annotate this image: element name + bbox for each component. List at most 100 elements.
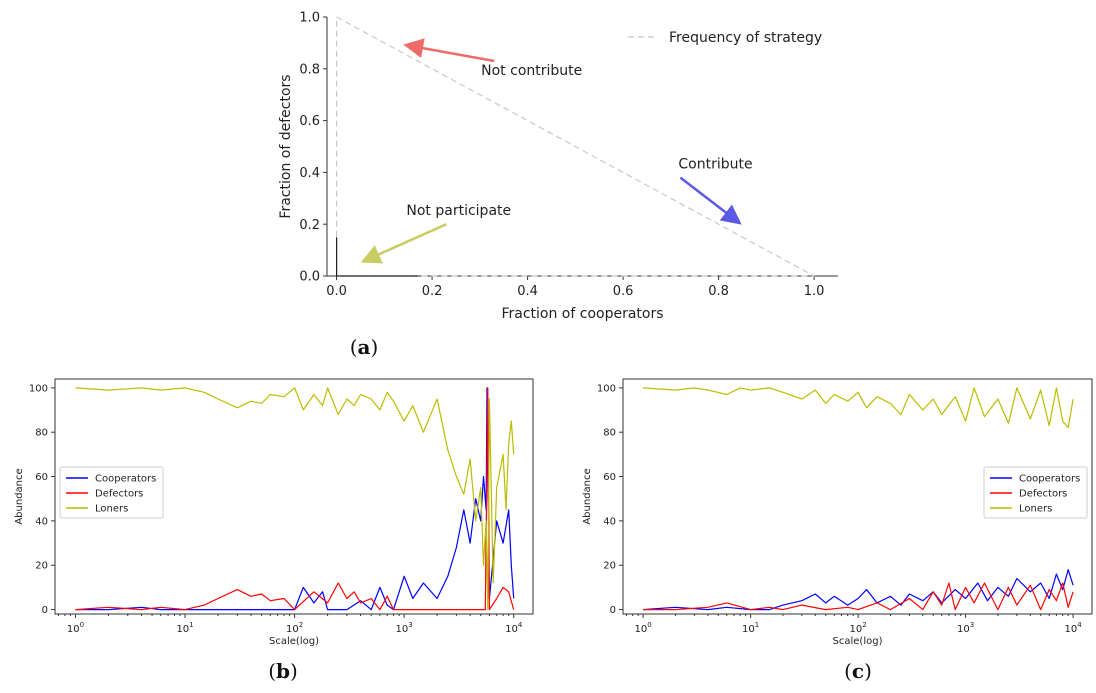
y-tick-label: 20 — [603, 561, 616, 572]
legend: Cooperators Defectors Loners — [59, 466, 164, 519]
x-tick-label: 104 — [505, 621, 523, 635]
plot-frame — [54, 378, 534, 615]
caption-letter: a — [358, 335, 371, 359]
y-tick-label: 0 — [610, 605, 616, 616]
x-tick-exponent: 2 — [299, 621, 303, 629]
y-tick-label: 60 — [35, 472, 48, 483]
series-group — [336, 16, 815, 277]
y-tick-label: 0.2 — [299, 218, 320, 233]
panel-caption: (b) — [268, 659, 298, 683]
series-group — [75, 387, 515, 611]
panel-caption: (c) — [844, 659, 872, 683]
x-tick-label: 0.2 — [422, 284, 443, 299]
x-tick-label: 0.4 — [517, 284, 538, 299]
y-tick-label: 60 — [603, 472, 616, 483]
y-tick-label: 20 — [35, 561, 48, 572]
x-tick-exponent: 2 — [862, 621, 866, 629]
legend: Frequency of strategy — [628, 30, 822, 46]
x-tick-label: 101 — [176, 621, 193, 635]
x-tick-label: 100 — [67, 621, 84, 635]
x-tick-label: 0.8 — [708, 284, 729, 299]
y-tick-label: 100 — [597, 383, 616, 394]
x-tick-exponent: 3 — [970, 621, 974, 629]
x-tick-label: 1.0 — [804, 284, 825, 299]
x-tick-label: 101 — [742, 621, 759, 635]
panel-a: 0.0 0.2 0.4 0.6 0.8 1.0 0.0 0.2 0.4 0.6 0.8 1.0 Frac… — [278, 11, 838, 359]
x-tick-exponent: 1 — [755, 621, 759, 629]
x-tick-label: 104 — [1064, 621, 1082, 635]
x-tick-label: 100 — [635, 621, 652, 635]
panel-caption: (a) — [350, 335, 379, 359]
series-cooperators — [75, 387, 515, 611]
x-tick-exponent: 4 — [1077, 621, 1082, 629]
x-tick-base: 10 — [67, 624, 80, 635]
x-tick-base: 10 — [957, 624, 970, 635]
caption-close: ) — [370, 335, 378, 359]
caption-letter: c — [852, 659, 864, 683]
series-cooperators — [643, 569, 1074, 611]
x-tick-exponent: 1 — [189, 621, 193, 629]
legend-label: Loners — [1019, 504, 1052, 515]
x-tick-label: 0.0 — [326, 284, 347, 299]
x-tick-base: 10 — [1064, 624, 1077, 635]
annotation-label: Not contribute — [481, 63, 582, 79]
x-tick-exponent: 4 — [518, 621, 523, 629]
x-tick-base: 10 — [396, 624, 409, 635]
trajectory-line — [336, 237, 418, 277]
y-tick-label: 40 — [35, 516, 48, 527]
y-tick-label: 0.8 — [299, 62, 320, 77]
y-tick-label: 1.0 — [299, 11, 320, 26]
x-tick-exponent: 3 — [408, 621, 412, 629]
x-axis-label: Fraction of cooperators — [501, 306, 663, 322]
caption-close: ) — [290, 659, 298, 683]
legend-label: Cooperators — [95, 474, 156, 485]
annotation-arrow — [403, 38, 495, 63]
x-tick-base: 10 — [286, 624, 299, 635]
x-axis-label: Scale(log) — [833, 636, 883, 647]
annotation-label: Contribute — [678, 157, 752, 173]
x-tick-label: 103 — [957, 621, 974, 635]
series-defectors — [75, 387, 515, 611]
x-tick-label: 102 — [849, 621, 866, 635]
series-loners — [643, 387, 1074, 429]
y-tick-label: 0.4 — [299, 166, 320, 181]
series-frequency-of-strategy — [336, 16, 815, 277]
x-tick-base: 10 — [505, 624, 518, 635]
series-defectors — [643, 582, 1074, 611]
y-tick-label: 100 — [29, 383, 48, 394]
y-tick-label: 0.6 — [299, 114, 320, 129]
legend-label: Loners — [95, 504, 128, 515]
annotation-arrow — [360, 223, 447, 264]
x-tick-label: 103 — [396, 621, 413, 635]
x-tick-base: 10 — [742, 624, 755, 635]
x-tick-base: 10 — [176, 624, 189, 635]
legend-label: Defectors — [95, 489, 143, 500]
caption-open: ( — [268, 659, 276, 683]
series-group — [643, 387, 1074, 611]
x-tick-exponent: 0 — [80, 621, 84, 629]
y-tick-label: 80 — [603, 428, 616, 439]
legend-box — [983, 466, 1088, 519]
legend-label: Defectors — [1019, 489, 1067, 500]
caption-letter: b — [276, 659, 290, 683]
x-tick-base: 10 — [849, 624, 862, 635]
caption-open: ( — [350, 335, 358, 359]
legend-label: Frequency of strategy — [669, 30, 822, 46]
x-tick-exponent: 0 — [647, 621, 651, 629]
y-axis-label: Abundance — [582, 468, 593, 524]
legend-box — [59, 466, 164, 519]
x-axis-label: Scale(log) — [269, 636, 319, 647]
annotation-label: Not participate — [406, 203, 511, 219]
caption-close: ) — [864, 659, 872, 683]
series-loners — [75, 387, 515, 611]
plot-frame — [622, 378, 1093, 615]
y-tick-label: 80 — [35, 428, 48, 439]
annotation-arrow — [679, 176, 742, 225]
legend: Cooperators Defectors Loners — [983, 466, 1088, 519]
y-tick-label: 40 — [603, 516, 616, 527]
legend-label: Cooperators — [1019, 474, 1080, 485]
x-tick-base: 10 — [635, 624, 648, 635]
y-tick-label: 0 — [42, 605, 48, 616]
